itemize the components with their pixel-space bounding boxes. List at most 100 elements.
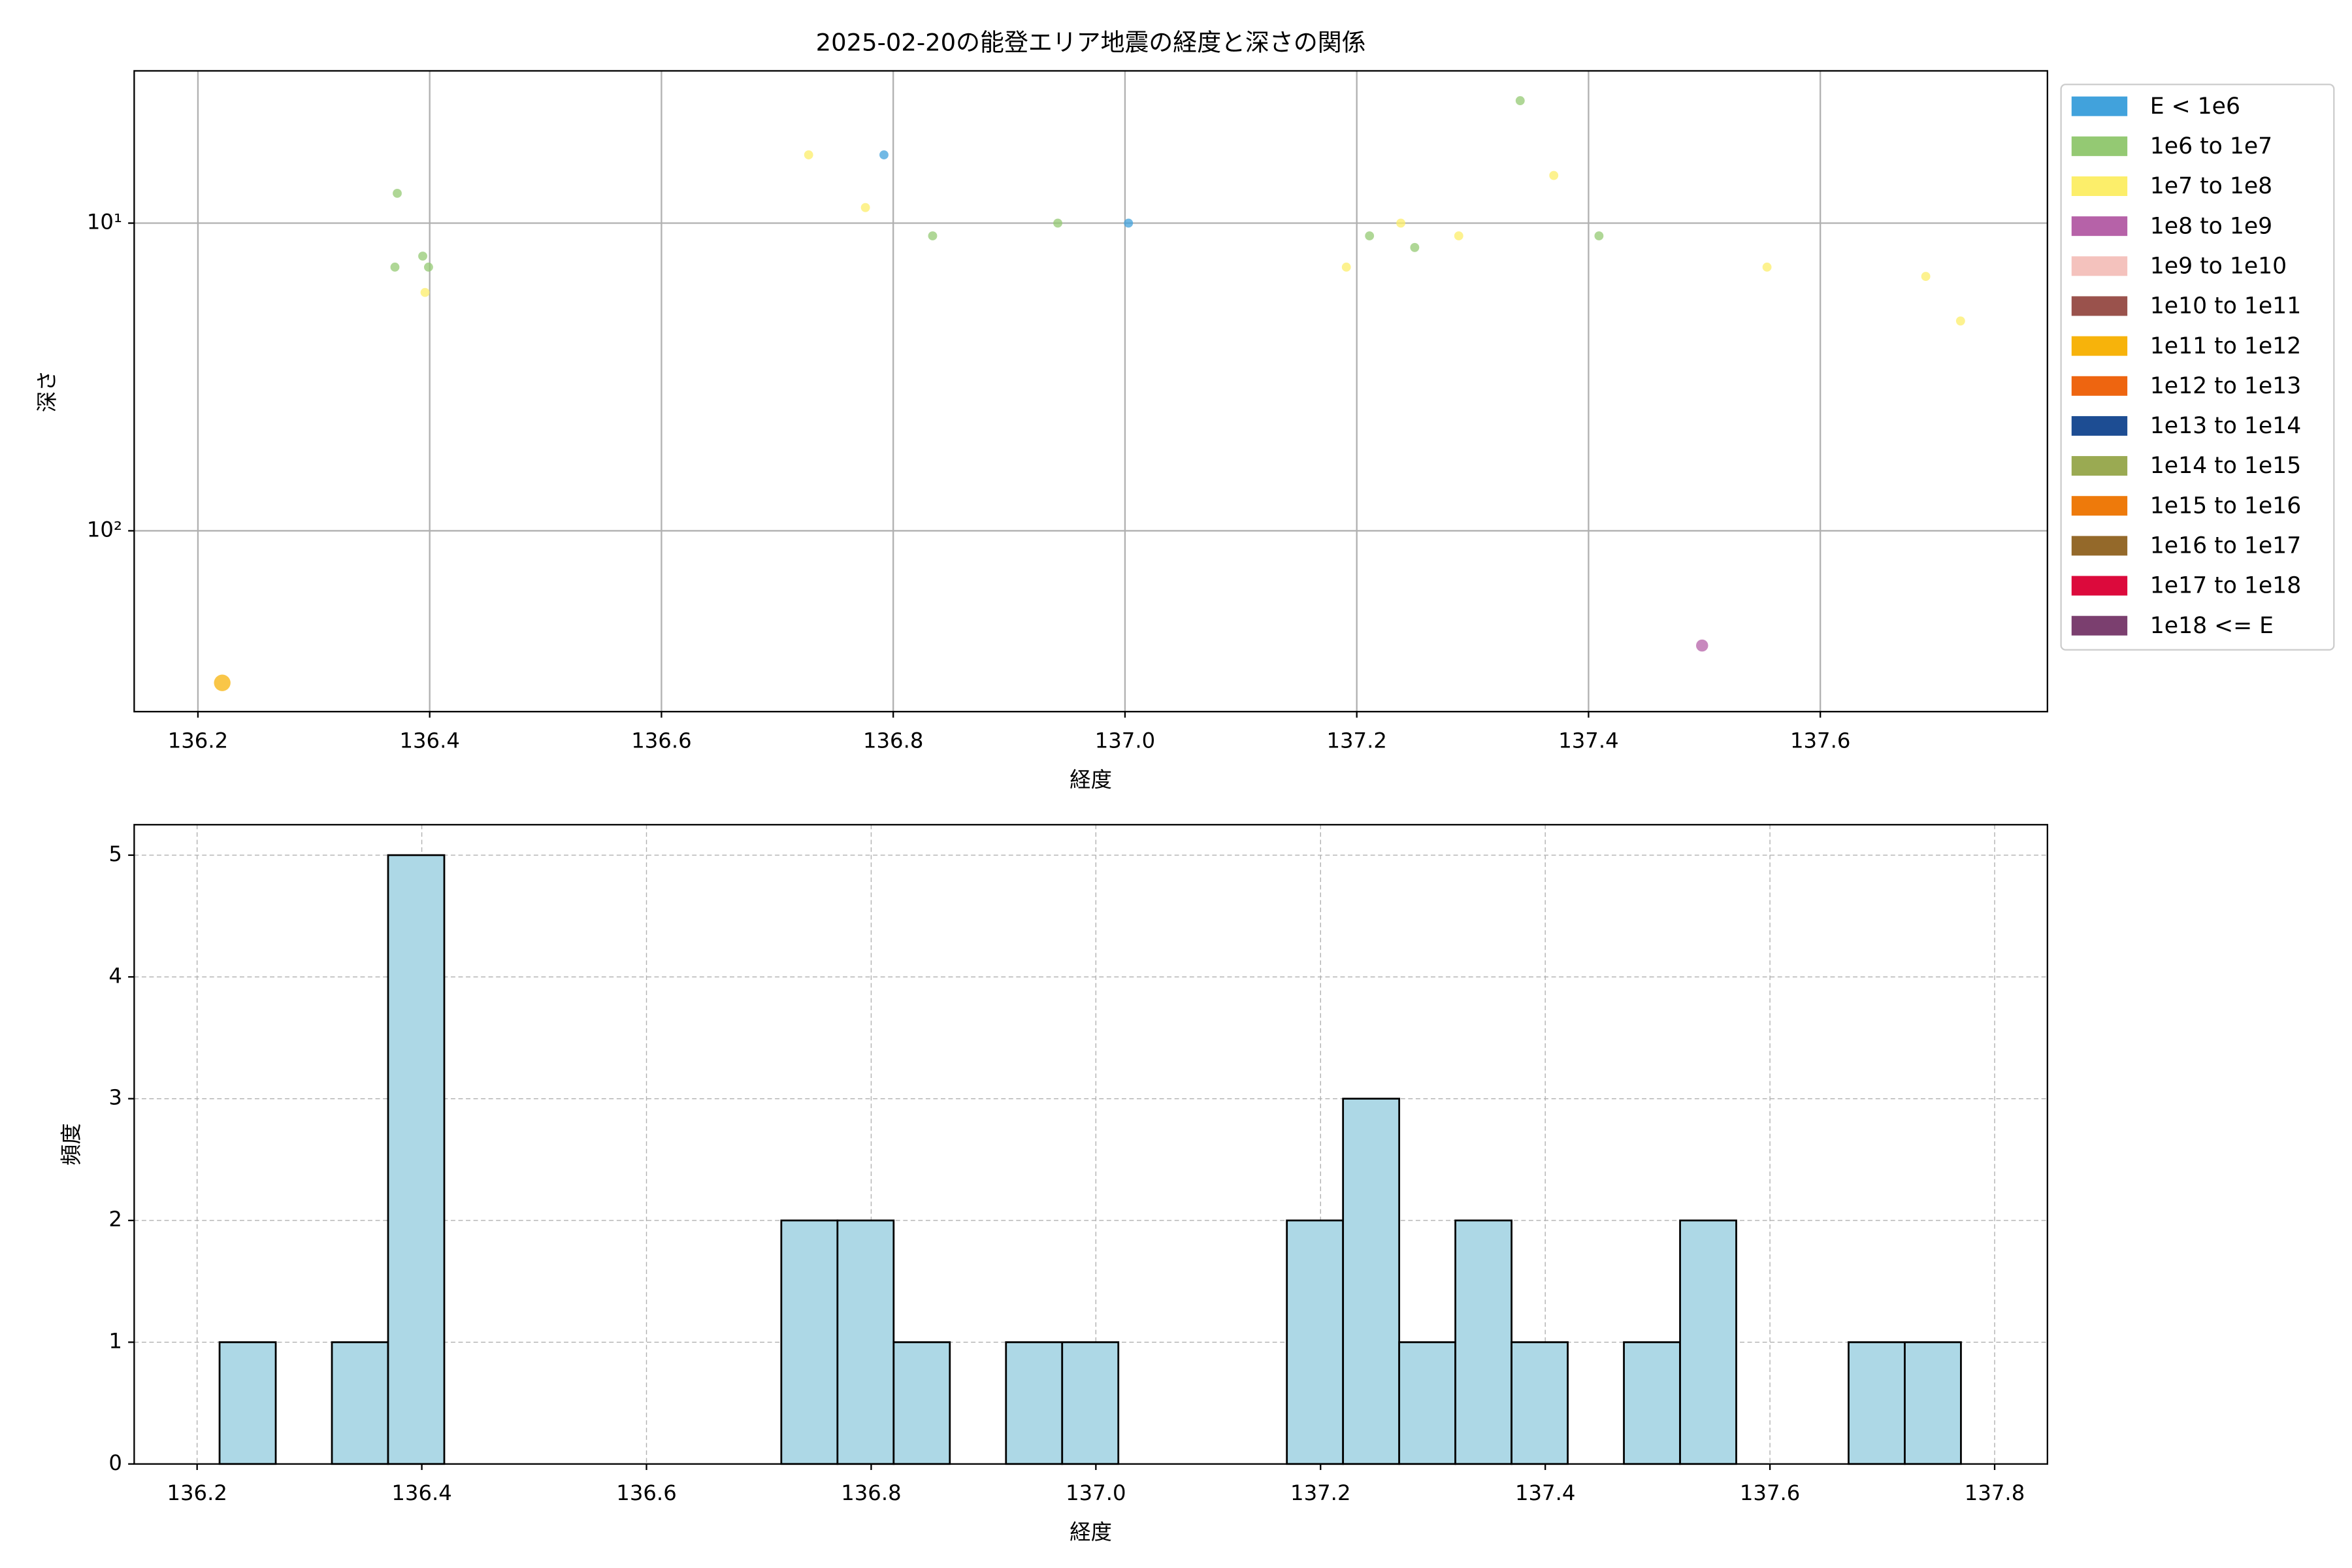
point: [1053, 218, 1062, 228]
y-tick-label: 5: [108, 841, 122, 866]
x-tick-label: 136.4: [399, 728, 459, 753]
x-axis-label: 経度: [1070, 1520, 1112, 1544]
legend-label: 1e10 to 1e11: [2150, 293, 2301, 319]
legend-label: 1e18 <= E: [2150, 613, 2274, 639]
point: [1921, 272, 1931, 281]
x-tick-label: 137.2: [1290, 1480, 1350, 1505]
bar: [1061, 1341, 1120, 1465]
y-axis-label: 頻度: [59, 1123, 84, 1166]
x-tick-label: 136.2: [167, 1480, 227, 1505]
x-tick-label: 136.8: [841, 1480, 901, 1505]
x-axis-label: 経度: [1070, 767, 1112, 792]
legend-label: 1e9 to 1e10: [2150, 253, 2287, 279]
x-tick-label: 137.2: [1326, 728, 1386, 753]
legend-swatch: [2071, 416, 2128, 436]
point: [420, 287, 430, 297]
bar: [780, 1219, 839, 1465]
point: [1396, 218, 1406, 228]
point: [1454, 231, 1463, 240]
plot-frame: [133, 824, 2048, 1465]
x-tick-label: 137.0: [1095, 728, 1155, 753]
x-tick-label: 137.6: [1790, 728, 1850, 753]
bar: [892, 1341, 951, 1465]
point: [1594, 231, 1604, 240]
legend-box: [2060, 84, 2335, 651]
point: [1549, 171, 1559, 180]
legend-swatch: [2071, 136, 2128, 156]
legend-label: 1e7 to 1e8: [2150, 173, 2272, 199]
point: [1696, 639, 1708, 652]
bar: [218, 1341, 277, 1465]
point: [418, 252, 427, 261]
bar: [1623, 1341, 1681, 1465]
legend-swatch: [2071, 96, 2128, 116]
x-tick-label: 136.8: [863, 728, 923, 753]
bar: [836, 1219, 895, 1465]
legend-label: 1e17 to 1e18: [2150, 573, 2301, 599]
point: [1762, 262, 1772, 272]
bar: [1005, 1341, 1064, 1465]
bar: [1848, 1341, 1906, 1465]
point: [1341, 262, 1351, 272]
point: [1410, 242, 1420, 252]
point: [393, 188, 402, 198]
y-tick-label: 4: [108, 963, 122, 988]
legend-label: 1e13 to 1e14: [2150, 413, 2301, 439]
point: [1124, 218, 1134, 228]
legend-swatch: [2071, 536, 2128, 556]
plot-frame: [133, 70, 2048, 713]
x-tick-label: 137.4: [1558, 728, 1618, 753]
point: [804, 150, 813, 159]
point: [1515, 96, 1525, 106]
x-tick-label: 137.6: [1740, 1480, 1800, 1505]
bar: [1398, 1341, 1457, 1465]
bar: [1454, 1219, 1512, 1465]
legend-label: 1e14 to 1e15: [2150, 453, 2301, 479]
legend-label: 1e15 to 1e16: [2150, 493, 2301, 519]
bar: [1511, 1341, 1569, 1465]
point: [214, 674, 231, 691]
legend-swatch: [2071, 296, 2128, 316]
bar: [331, 1341, 389, 1465]
legend-swatch: [2071, 456, 2128, 476]
point: [1365, 231, 1375, 240]
point: [928, 231, 938, 240]
legend-swatch: [2071, 256, 2128, 276]
legend-label: E < 1e6: [2150, 93, 2240, 120]
bar: [1342, 1098, 1401, 1465]
legend-label: 1e11 to 1e12: [2150, 333, 2301, 359]
x-tick-label: 136.4: [391, 1480, 451, 1505]
legend-swatch: [2071, 615, 2128, 636]
y-tick-label: 10²: [87, 517, 122, 542]
bar: [387, 854, 446, 1465]
legend-label: 1e8 to 1e9: [2150, 213, 2272, 239]
legend-swatch: [2071, 576, 2128, 596]
x-tick-label: 137.0: [1066, 1480, 1126, 1505]
x-tick-label: 137.4: [1515, 1480, 1575, 1505]
y-tick-label: 1: [108, 1328, 122, 1353]
bar: [1904, 1341, 1962, 1465]
y-tick-label: 2: [108, 1207, 122, 1232]
bar: [1679, 1219, 1737, 1465]
x-tick-label: 137.8: [1965, 1480, 2025, 1505]
y-tick-label: 3: [108, 1085, 122, 1110]
x-tick-label: 136.6: [631, 728, 691, 753]
legend-swatch: [2071, 336, 2128, 356]
chart-title: 2025-02-20の能登エリア地震の経度と深さの関係: [816, 28, 1366, 56]
legend-swatch: [2071, 216, 2128, 237]
bar: [1286, 1219, 1345, 1465]
point: [860, 203, 870, 212]
legend-swatch: [2071, 376, 2128, 396]
y-axis-label: 深さ: [35, 370, 59, 413]
x-tick-label: 136.2: [168, 728, 228, 753]
y-tick-label: 10¹: [87, 210, 122, 235]
point: [423, 262, 433, 272]
legend-label: 1e6 to 1e7: [2150, 133, 2272, 159]
legend-swatch: [2071, 176, 2128, 196]
legend-swatch: [2071, 496, 2128, 516]
point: [1955, 316, 1965, 326]
x-tick-label: 136.6: [616, 1480, 676, 1505]
